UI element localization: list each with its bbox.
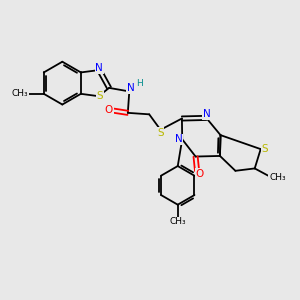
Text: N: N <box>127 83 135 93</box>
Text: S: S <box>97 91 104 101</box>
Text: N: N <box>175 134 182 144</box>
Text: N: N <box>95 63 103 73</box>
Text: O: O <box>105 105 113 115</box>
Text: H: H <box>136 79 143 88</box>
Text: CH₃: CH₃ <box>12 89 28 98</box>
Text: CH₃: CH₃ <box>269 173 286 182</box>
Text: S: S <box>157 128 164 138</box>
Text: CH₃: CH₃ <box>169 218 186 226</box>
Text: S: S <box>262 144 268 154</box>
Text: N: N <box>203 109 211 119</box>
Text: O: O <box>195 169 204 179</box>
